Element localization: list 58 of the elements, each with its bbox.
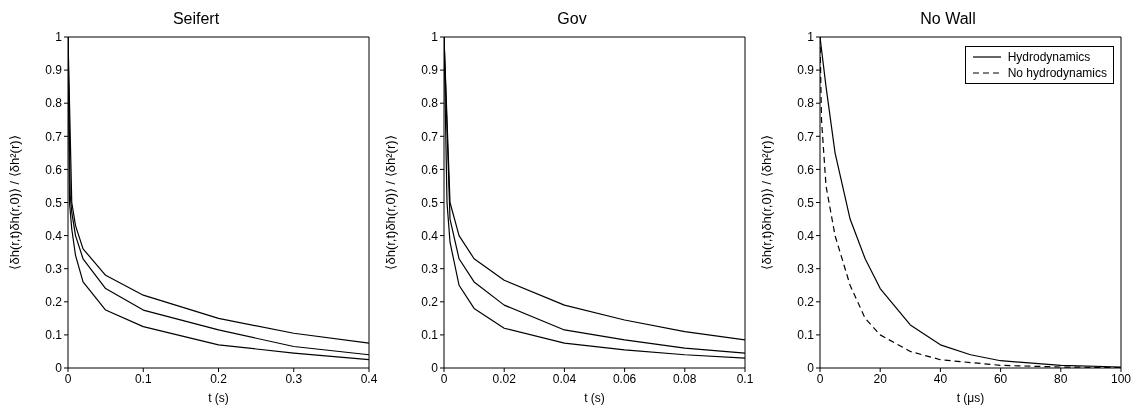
- x-tick-label: 0.08: [673, 371, 697, 386]
- y-tick-label: 0.7: [45, 129, 63, 144]
- y-tick-label: 0.9: [45, 63, 63, 78]
- y-tick-label: 0.3: [797, 261, 815, 276]
- x-tick-label: 0.2: [210, 371, 228, 386]
- y-tick-label: 1: [431, 30, 439, 45]
- y-tick-label: 1: [807, 30, 815, 45]
- y-tick-label: 0.2: [421, 295, 439, 310]
- y-tick-label: 0.8: [421, 96, 439, 111]
- y-tick-label: 0.3: [45, 261, 63, 276]
- y-tick-label: 0.8: [45, 96, 63, 111]
- y-tick-label: 0.8: [797, 96, 815, 111]
- y-tick-label: 0: [431, 361, 439, 376]
- x-tick-label: 80: [1054, 371, 1068, 386]
- y-axis-title: ⟨δh(r,t)δh(r,0)⟩ / ⟨δh²(r)⟩: [6, 135, 22, 270]
- x-tick-label: 0.4: [360, 371, 378, 386]
- y-tick-label: 0.6: [421, 162, 439, 177]
- legend-label: No hydrodynamics: [1007, 65, 1107, 81]
- chart-title: Gov: [556, 9, 588, 29]
- y-tick-label: 0.9: [797, 63, 815, 78]
- x-axis-title: t (s): [584, 391, 605, 405]
- y-tick-label: 0: [807, 361, 815, 376]
- legend-label: Hydrodynamics: [1007, 49, 1091, 65]
- x-tick-label: 40: [933, 371, 948, 386]
- x-tick-label: 0.1: [736, 371, 754, 386]
- y-tick-label: 0.5: [797, 195, 815, 210]
- x-tick-label: 20: [873, 371, 888, 386]
- y-tick-label: 0.5: [421, 195, 439, 210]
- y-tick-label: 0.6: [45, 162, 63, 177]
- x-axis-title: t (μs): [956, 391, 985, 405]
- x-tick-label: 0.02: [492, 371, 517, 386]
- y-tick-label: 0.4: [797, 228, 815, 243]
- y-tick-label: 0: [55, 361, 63, 376]
- chart-title: No Wall: [919, 9, 977, 29]
- y-tick-label: 0.7: [421, 129, 439, 144]
- y-tick-label: 0.1: [421, 328, 439, 343]
- y-tick-label: 0.2: [797, 295, 815, 310]
- y-tick-label: 0.1: [797, 328, 815, 343]
- y-tick-label: 0.4: [421, 228, 439, 243]
- y-tick-label: 1: [55, 30, 63, 45]
- y-axis-title: ⟨δh(r,t)δh(r,0)⟩ / ⟨δh²(r)⟩: [382, 135, 398, 270]
- y-tick-label: 0.4: [45, 228, 63, 243]
- x-tick-label: 0.04: [552, 371, 577, 386]
- chart-title: Seifert: [171, 9, 221, 29]
- y-tick-label: 0.7: [797, 129, 815, 144]
- y-axis-title: ⟨δh(r,t)δh(r,0)⟩ / ⟨δh²(r)⟩: [758, 135, 774, 270]
- y-tick-label: 0.3: [421, 261, 439, 276]
- x-tick-label: 0.06: [612, 371, 637, 386]
- y-tick-label: 0.6: [797, 162, 815, 177]
- x-axis-title: t (s): [208, 391, 229, 405]
- x-tick-label: 60: [993, 371, 1008, 386]
- y-tick-label: 0.1: [45, 328, 63, 343]
- y-tick-label: 0.2: [45, 295, 63, 310]
- x-tick-label: 100: [1110, 371, 1132, 386]
- x-tick-label: 0.1: [134, 371, 152, 386]
- y-tick-label: 0.5: [45, 195, 63, 210]
- x-tick-label: 0.3: [285, 371, 303, 386]
- y-tick-label: 0.9: [421, 63, 439, 78]
